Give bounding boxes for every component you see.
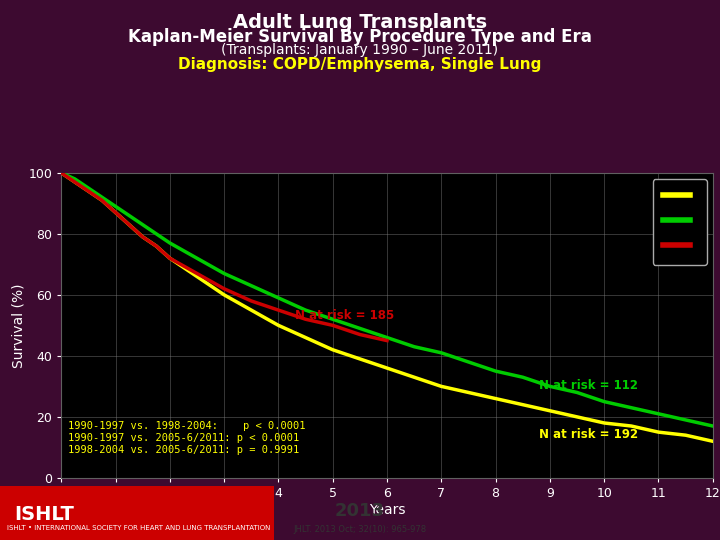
Text: N at risk = 185: N at risk = 185 [294, 309, 394, 322]
Text: Adult Lung Transplants: Adult Lung Transplants [233, 14, 487, 32]
Text: ISHLT • INTERNATIONAL SOCIETY FOR HEART AND LUNG TRANSPLANTATION: ISHLT • INTERNATIONAL SOCIETY FOR HEART … [7, 525, 271, 531]
Text: JHLT. 2013 Oct; 32(10): 965-978: JHLT. 2013 Oct; 32(10): 965-978 [294, 525, 426, 534]
Text: N at risk = 112: N at risk = 112 [539, 380, 638, 393]
Text: 1990-1997 vs. 1998-2004:    p < 0.0001
1990-1997 vs. 2005-6/2011: p < 0.0001
199: 1990-1997 vs. 1998-2004: p < 0.0001 1990… [68, 421, 305, 455]
Text: Kaplan-Meier Survival By Procedure Type and Era: Kaplan-Meier Survival By Procedure Type … [128, 28, 592, 46]
Y-axis label: Survival (%): Survival (%) [12, 283, 25, 368]
Text: N at risk = 192: N at risk = 192 [539, 428, 638, 441]
Text: Diagnosis: COPD/Emphysema, Single Lung: Diagnosis: COPD/Emphysema, Single Lung [179, 57, 541, 72]
Legend: , , : , , [653, 179, 706, 265]
Bar [0, 486, 274, 540]
X-axis label: Years: Years [369, 503, 405, 517]
Text: ISHLT: ISHLT [14, 505, 74, 524]
Text: (Transplants: January 1990 – June 2011): (Transplants: January 1990 – June 2011) [222, 43, 498, 57]
Text: 2013: 2013 [335, 502, 385, 520]
